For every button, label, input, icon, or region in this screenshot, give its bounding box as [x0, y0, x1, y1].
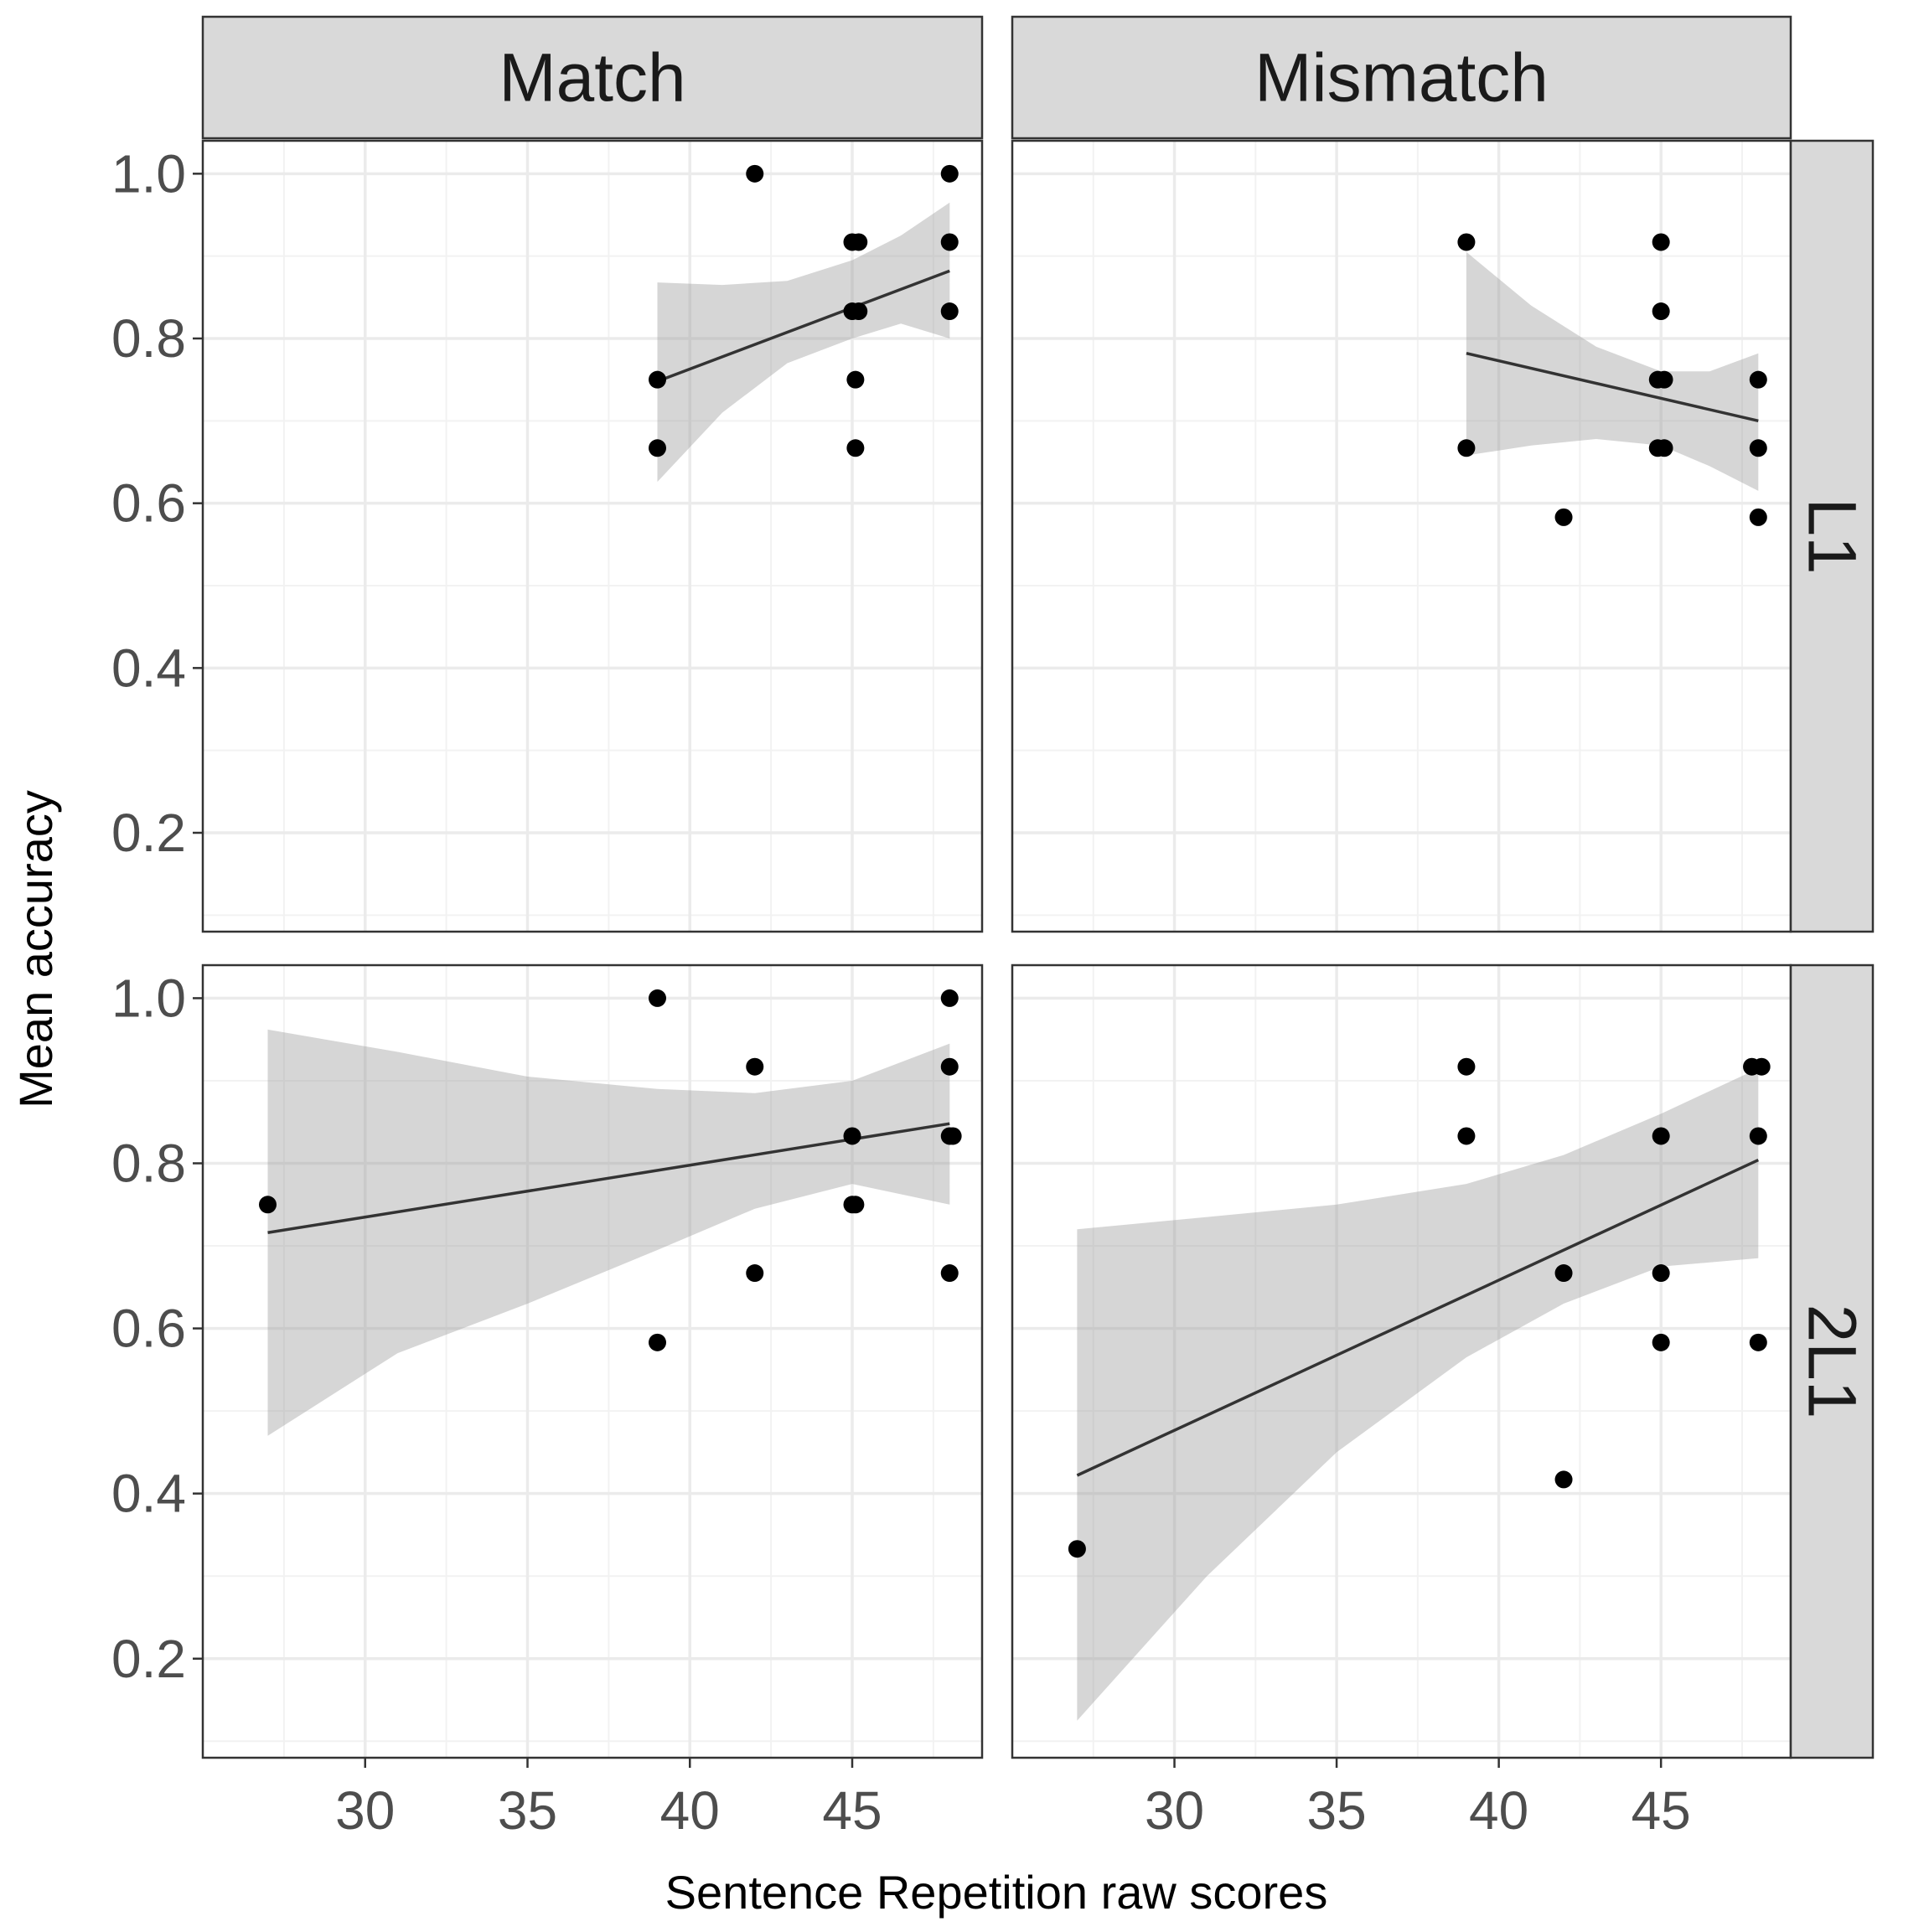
- data-point: [940, 302, 959, 321]
- data-point: [1749, 370, 1767, 389]
- data-point: [940, 989, 959, 1007]
- data-point: [1652, 233, 1670, 251]
- data-point: [1652, 1264, 1670, 1283]
- data-point: [1457, 1127, 1476, 1145]
- confidence-band: [1077, 1068, 1759, 1721]
- data-point: [259, 1196, 277, 1214]
- strip-l1: [1789, 139, 1875, 933]
- data-point: [649, 989, 666, 1007]
- x-tick-label: 35: [498, 1780, 557, 1841]
- x-tick-label: 40: [1469, 1780, 1528, 1841]
- strip-label: Match: [499, 40, 685, 116]
- panel-border: [201, 963, 984, 1759]
- y-tick-label: 0.6: [111, 1299, 186, 1359]
- data-point: [1749, 1333, 1767, 1351]
- y-axis-title: Mean accuracy: [9, 790, 62, 1108]
- data-point: [1652, 1333, 1670, 1351]
- y-tick-label: 0.2: [111, 1629, 186, 1689]
- data-point: [1068, 1540, 1086, 1558]
- data-point: [1749, 439, 1767, 457]
- data-point: [1655, 439, 1673, 457]
- data-point: [940, 1057, 959, 1076]
- data-point: [944, 1127, 962, 1145]
- panel-match-l1: [201, 139, 984, 933]
- regression-line: [656, 269, 950, 383]
- data-point: [649, 1333, 666, 1351]
- strip-match: [201, 15, 984, 140]
- data-point: [649, 439, 666, 457]
- data-point: [940, 1264, 959, 1283]
- panel-border: [201, 139, 984, 933]
- strip-label: 2L1: [1794, 1304, 1870, 1419]
- panel-mismatch-2l1: [1011, 963, 1792, 1759]
- regression-line: [1466, 351, 1759, 423]
- y-tick-label: 0.4: [111, 638, 186, 698]
- data-point: [1554, 508, 1573, 526]
- x-tick-label: 30: [1145, 1780, 1204, 1841]
- x-tick-label: 45: [1632, 1780, 1691, 1841]
- data-point: [1457, 1057, 1476, 1076]
- x-axis-title: Sentence Repetition raw scores: [665, 1866, 1328, 1919]
- y-tick-label: 0.2: [111, 803, 186, 863]
- panel-background: [1012, 141, 1791, 932]
- y-tick-label: 0.6: [111, 473, 186, 534]
- panel-mismatch-l1: [1011, 139, 1792, 933]
- data-point: [1652, 302, 1670, 321]
- data-point: [846, 439, 865, 457]
- strip-mismatch: [1011, 15, 1792, 140]
- data-point: [1554, 1470, 1573, 1489]
- regression-line: [267, 1122, 950, 1235]
- data-point: [1749, 1127, 1767, 1145]
- y-tick-label: 0.8: [111, 1134, 186, 1194]
- data-point: [940, 164, 959, 183]
- data-point: [1554, 1264, 1573, 1283]
- x-tick-label: 30: [335, 1780, 395, 1841]
- data-point: [1655, 370, 1673, 389]
- regression-line: [1076, 1158, 1760, 1477]
- data-point: [1652, 1127, 1670, 1145]
- data-point: [940, 233, 959, 251]
- y-tick-label: 0.8: [111, 308, 186, 369]
- x-tick-label: 40: [660, 1780, 720, 1841]
- data-point: [850, 302, 868, 321]
- y-tick-label: 0.4: [111, 1464, 186, 1524]
- strip-label: Mismatch: [1254, 40, 1549, 116]
- y-tick-label: 1.0: [111, 143, 186, 204]
- panel-match-2l1: [201, 963, 984, 1759]
- data-point: [746, 164, 764, 183]
- x-tick-label: 35: [1306, 1780, 1366, 1841]
- data-point: [649, 370, 666, 389]
- confidence-band: [267, 1029, 950, 1436]
- data-point: [850, 233, 868, 251]
- y-tick-label: 1.0: [111, 968, 186, 1028]
- strip-2l1: [1789, 963, 1875, 1759]
- data-point: [1749, 508, 1767, 526]
- data-point: [746, 1057, 764, 1076]
- data-point: [846, 1196, 865, 1214]
- confidence-band: [657, 202, 950, 483]
- data-point: [1752, 1057, 1771, 1076]
- data-point: [1457, 233, 1476, 251]
- x-tick-label: 45: [822, 1780, 882, 1841]
- data-point: [846, 370, 865, 389]
- data-point: [843, 1127, 861, 1145]
- data-point: [1457, 439, 1476, 457]
- data-point: [746, 1264, 764, 1283]
- strip-label: L1: [1794, 498, 1870, 574]
- confidence-band: [1466, 251, 1759, 491]
